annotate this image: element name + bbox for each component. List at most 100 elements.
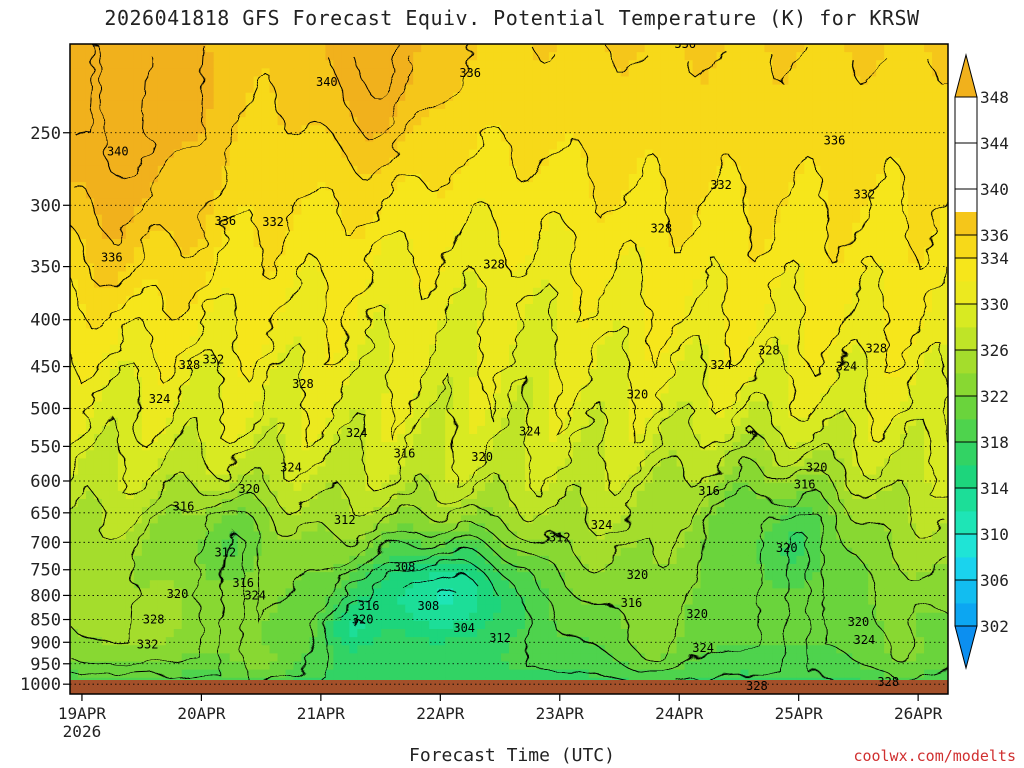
heatmap-cell <box>101 393 111 403</box>
heatmap-cell <box>389 100 398 110</box>
heatmap-cell <box>493 255 502 264</box>
heatmap-cell <box>85 165 95 175</box>
heatmap-cell <box>572 320 582 329</box>
heatmap-cell <box>245 133 255 143</box>
heatmap-cell <box>588 239 598 248</box>
heatmap-cell <box>772 198 781 208</box>
heatmap-cell <box>373 336 382 346</box>
heatmap-cell <box>684 336 694 346</box>
heatmap-cell <box>293 295 303 305</box>
heatmap-cell <box>836 44 845 53</box>
heatmap-cell <box>373 312 382 321</box>
heatmap-cell <box>477 287 486 297</box>
heatmap-cell <box>596 377 606 386</box>
heatmap-cell <box>900 385 909 394</box>
heatmap-cell <box>125 295 135 305</box>
heatmap-cell <box>77 44 87 53</box>
heatmap-cell <box>796 52 805 61</box>
heatmap-cell <box>892 182 901 191</box>
heatmap-cell <box>501 312 510 321</box>
heatmap-cell <box>604 239 614 248</box>
heatmap-cell <box>660 174 670 183</box>
heatmap-cell <box>628 287 638 297</box>
heatmap-cell <box>780 263 789 273</box>
heatmap-cell <box>940 165 948 175</box>
heatmap-cell <box>77 263 87 273</box>
heatmap-cell <box>181 328 191 338</box>
heatmap-cell <box>628 92 638 102</box>
heatmap-cell <box>892 328 901 338</box>
heatmap-cell <box>477 222 486 232</box>
heatmap-cell <box>748 320 758 329</box>
heatmap-cell <box>556 100 566 110</box>
heatmap-cell <box>564 92 574 102</box>
heatmap-cell <box>940 385 948 394</box>
heatmap-cell <box>724 369 734 378</box>
heatmap-cell <box>381 84 390 94</box>
heatmap-cell <box>604 84 614 94</box>
heatmap-cell <box>836 165 845 175</box>
heatmap-cell <box>652 304 662 313</box>
heatmap-cell <box>796 352 805 362</box>
heatmap-cell <box>868 165 877 175</box>
heatmap-cell <box>501 76 510 86</box>
heatmap-cell <box>277 409 287 419</box>
heatmap-cell <box>764 125 773 134</box>
heatmap-cell <box>932 60 941 69</box>
heatmap-cell <box>668 344 678 354</box>
heatmap-cell <box>564 360 574 370</box>
heatmap-cell <box>540 92 550 102</box>
heatmap-cell <box>477 328 486 338</box>
heatmap-cell <box>628 76 638 86</box>
heatmap-cell <box>868 377 877 386</box>
heatmap-cell <box>269 247 279 256</box>
heatmap-cell <box>421 206 430 216</box>
heatmap-cell <box>548 369 558 378</box>
heatmap-cell <box>325 360 334 370</box>
heatmap-cell <box>109 336 119 346</box>
heatmap-cell <box>181 336 191 346</box>
heatmap-cell <box>580 149 590 159</box>
heatmap-cell <box>133 52 143 61</box>
heatmap-cell <box>133 369 143 378</box>
heatmap-cell <box>501 393 510 403</box>
heatmap-cell <box>596 44 606 53</box>
heatmap-cell <box>437 328 446 338</box>
heatmap-cell <box>924 344 933 354</box>
heatmap-cell <box>892 287 901 297</box>
heatmap-cell <box>373 52 382 61</box>
heatmap-cell <box>660 336 670 346</box>
heatmap-cell <box>716 157 726 167</box>
heatmap-cell <box>109 109 119 118</box>
heatmap-cell <box>772 44 781 53</box>
heatmap-cell <box>221 60 231 69</box>
heatmap-cell <box>197 255 207 264</box>
heatmap-cell <box>900 377 909 386</box>
heatmap-cell <box>940 157 948 167</box>
heatmap-cell <box>221 84 231 94</box>
heatmap-cell <box>652 360 662 370</box>
heatmap-cell <box>349 100 358 110</box>
heatmap-cell <box>660 109 670 118</box>
heatmap-cell <box>580 393 590 403</box>
heatmap-cell <box>237 377 247 386</box>
heatmap-cell <box>141 344 151 354</box>
heatmap-cell <box>373 393 382 403</box>
heatmap-cell <box>668 304 678 313</box>
heatmap-cell <box>413 157 422 167</box>
heatmap-cell <box>485 360 494 370</box>
heatmap-cell <box>876 255 885 264</box>
heatmap-cell <box>516 263 526 273</box>
heatmap-cell <box>261 206 271 216</box>
heatmap-cell <box>133 92 143 102</box>
heatmap-cell <box>596 165 606 175</box>
heatmap-cell <box>516 312 526 321</box>
heatmap-cell <box>437 222 446 232</box>
heatmap-cell <box>900 60 909 69</box>
heatmap-cell <box>684 92 694 102</box>
heatmap-cell <box>604 174 614 183</box>
heatmap-cell <box>181 92 191 102</box>
heatmap-cell <box>173 60 183 69</box>
heatmap-cell <box>325 214 334 224</box>
